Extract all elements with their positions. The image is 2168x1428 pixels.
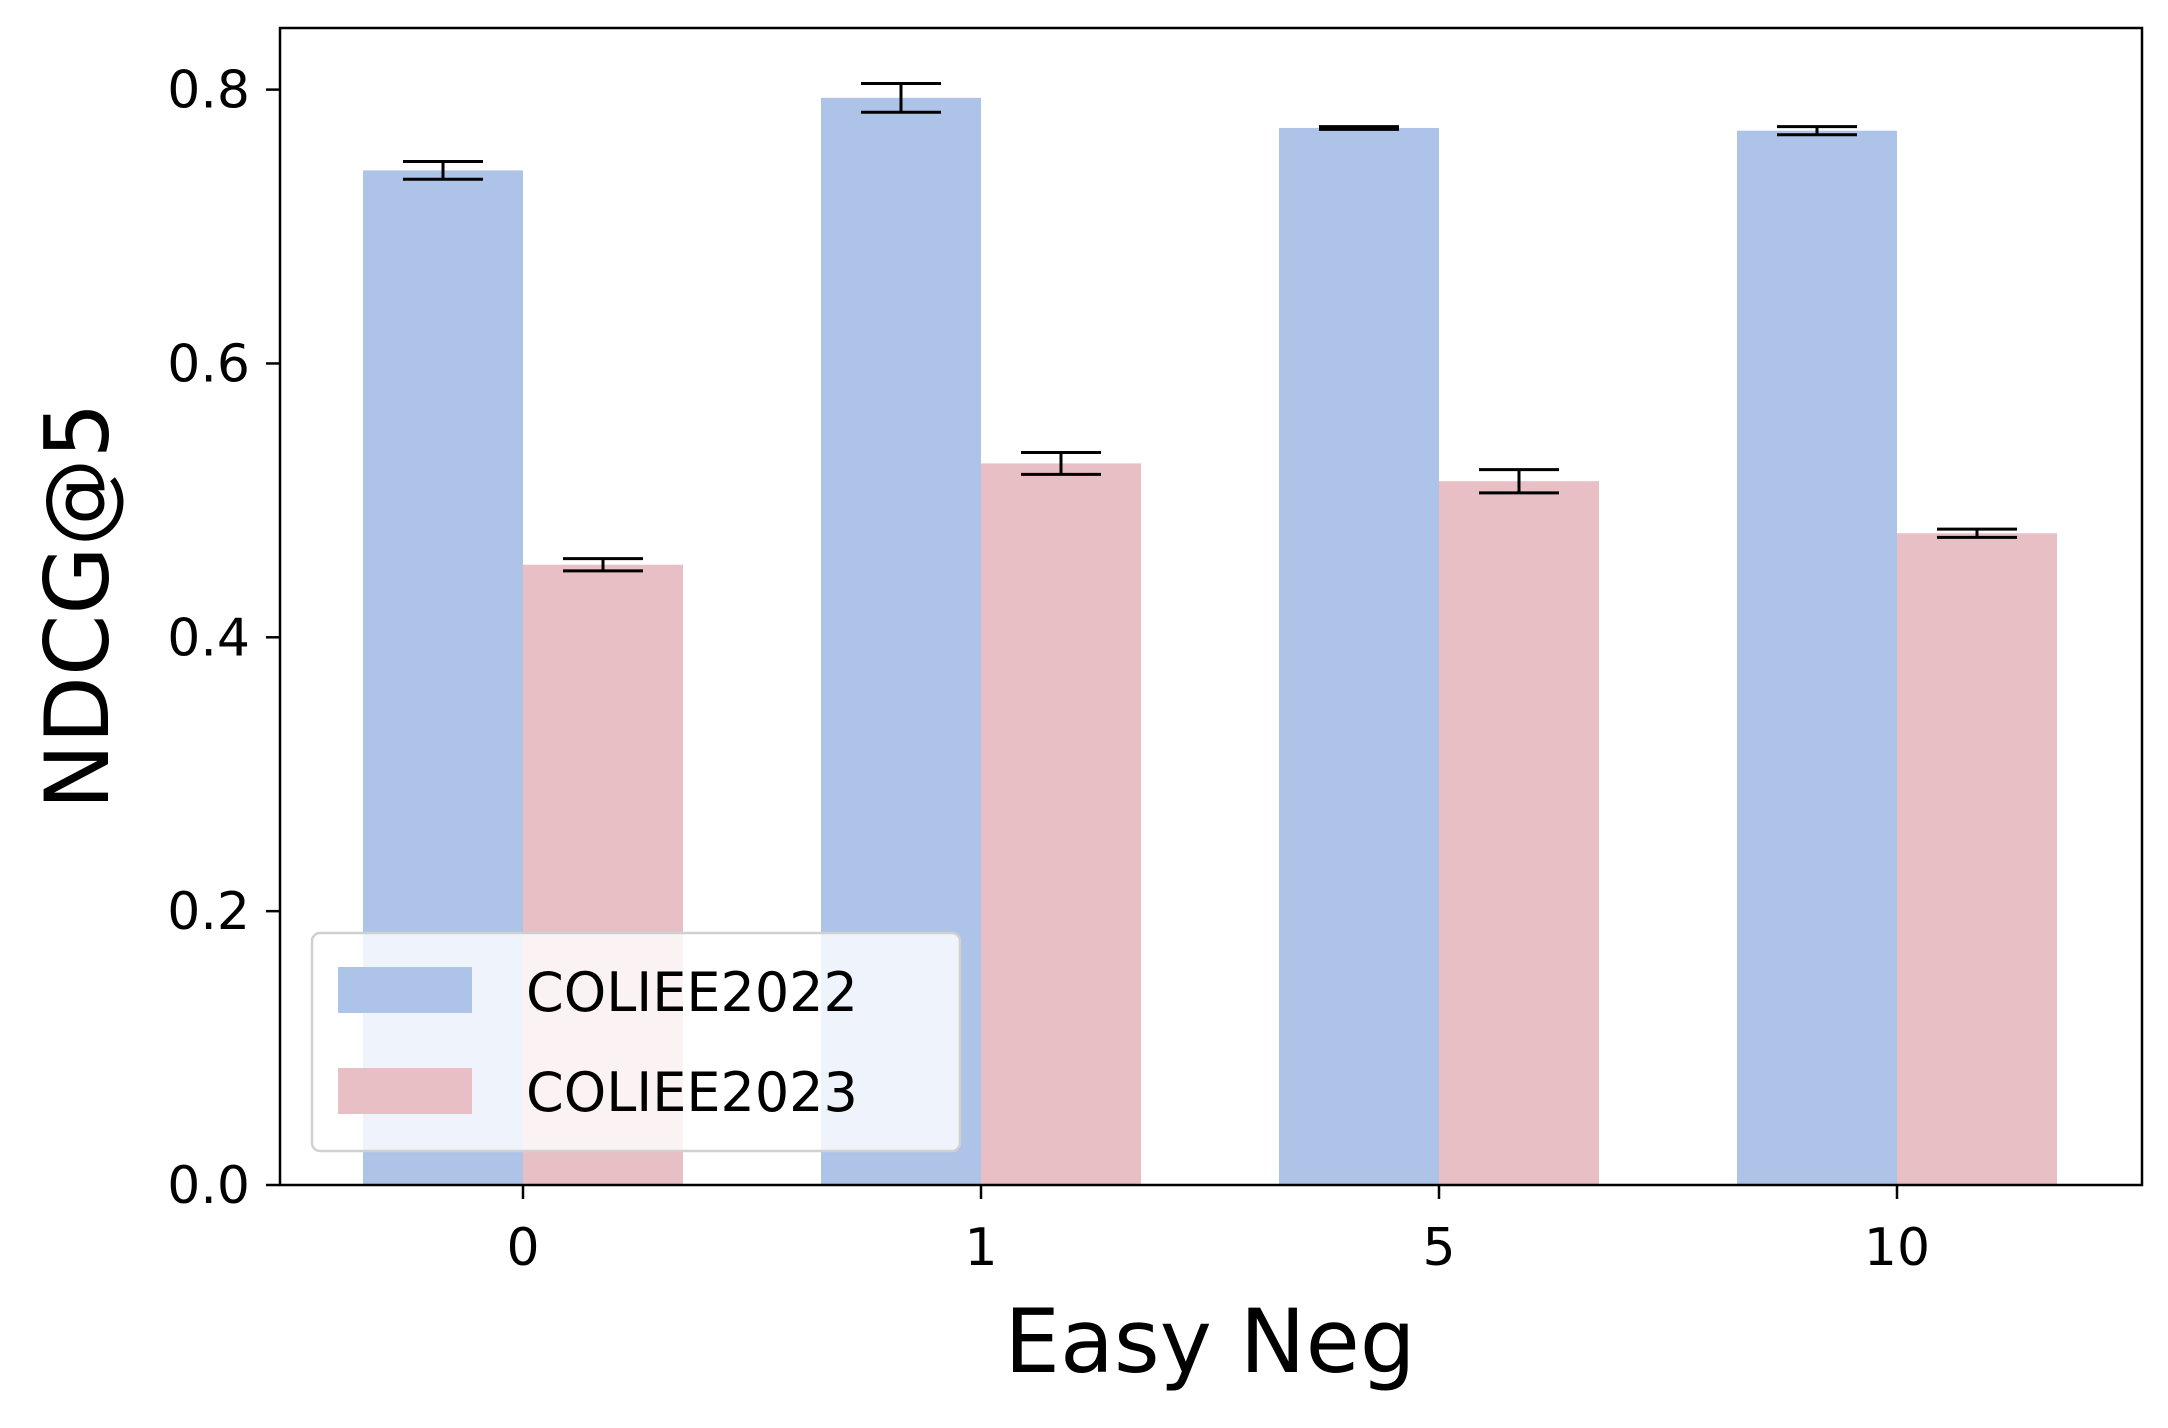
errorbar-coliee2022-0 — [403, 160, 483, 181]
legend-swatch-coliee2022 — [338, 967, 472, 1013]
y-tick-label-0.4: 0.4 — [167, 608, 250, 668]
bar-coliee2023-1 — [981, 463, 1141, 1185]
errorbar-coliee2022-5 — [1319, 125, 1399, 131]
bar-coliee2023-10 — [1897, 533, 2057, 1185]
legend: COLIEE2022 COLIEE2023 — [310, 931, 962, 1153]
y-axis: 0.0 0.2 0.4 0.6 0.8 — [167, 61, 280, 1216]
errorbars-layer — [403, 81, 2017, 573]
x-tick-label-10: 10 — [1864, 1218, 1930, 1278]
x-tick-label-1: 1 — [964, 1218, 997, 1278]
errorbar-coliee2023-5 — [1479, 468, 1559, 495]
x-axis-title: Easy Neg — [1004, 1290, 1415, 1393]
legend-label-coliee2023: COLIEE2023 — [526, 1061, 858, 1124]
legend-frame — [310, 931, 962, 1153]
x-tick-label-0: 0 — [506, 1218, 539, 1278]
errorbar-coliee2023-0 — [563, 557, 643, 573]
y-tick-label-0.6: 0.6 — [167, 334, 250, 394]
y-tick-label-0.8: 0.8 — [167, 61, 250, 121]
legend-swatch-coliee2023 — [338, 1068, 472, 1114]
y-tick-label-0.2: 0.2 — [167, 882, 250, 942]
errorbar-coliee2023-10 — [1937, 527, 2017, 539]
errorbar-coliee2022-10 — [1777, 125, 1857, 137]
plot-frame — [278, 26, 2144, 1187]
y-axis-title: NDCG@5 — [26, 402, 129, 809]
x-tick-label-5: 5 — [1422, 1218, 1455, 1278]
bar-coliee2022-10 — [1737, 130, 1897, 1186]
y-tick-label-0.0: 0.0 — [167, 1156, 250, 1216]
legend-label-coliee2022: COLIEE2022 — [526, 961, 858, 1024]
x-axis: 0 1 5 10 — [506, 1185, 1930, 1278]
bar-coliee2023-5 — [1439, 481, 1599, 1185]
errorbar-coliee2022-1 — [861, 81, 941, 114]
bar-coliee2022-5 — [1279, 127, 1439, 1185]
errorbar-coliee2023-1 — [1021, 450, 1101, 476]
